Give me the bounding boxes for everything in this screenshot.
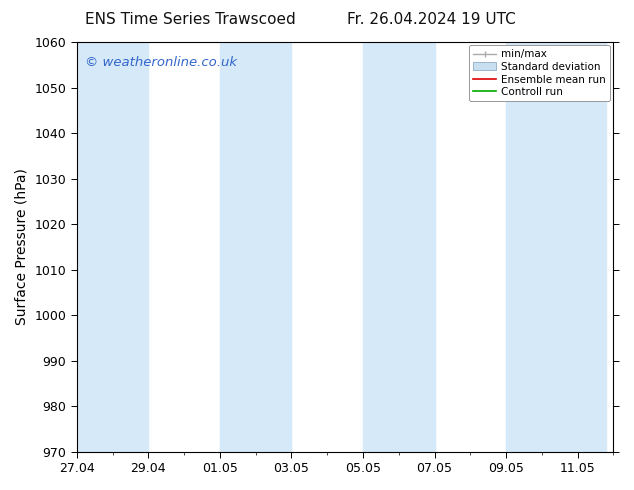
Y-axis label: Surface Pressure (hPa): Surface Pressure (hPa): [15, 169, 29, 325]
Bar: [220, 42, 292, 452]
Bar: [506, 42, 606, 452]
Text: Fr. 26.04.2024 19 UTC: Fr. 26.04.2024 19 UTC: [347, 12, 515, 27]
Bar: [363, 42, 434, 452]
Bar: [77, 42, 148, 452]
Text: © weatheronline.co.uk: © weatheronline.co.uk: [85, 56, 237, 70]
Text: ENS Time Series Trawscoed: ENS Time Series Trawscoed: [85, 12, 295, 27]
Legend: min/max, Standard deviation, Ensemble mean run, Controll run: min/max, Standard deviation, Ensemble me…: [469, 45, 611, 101]
